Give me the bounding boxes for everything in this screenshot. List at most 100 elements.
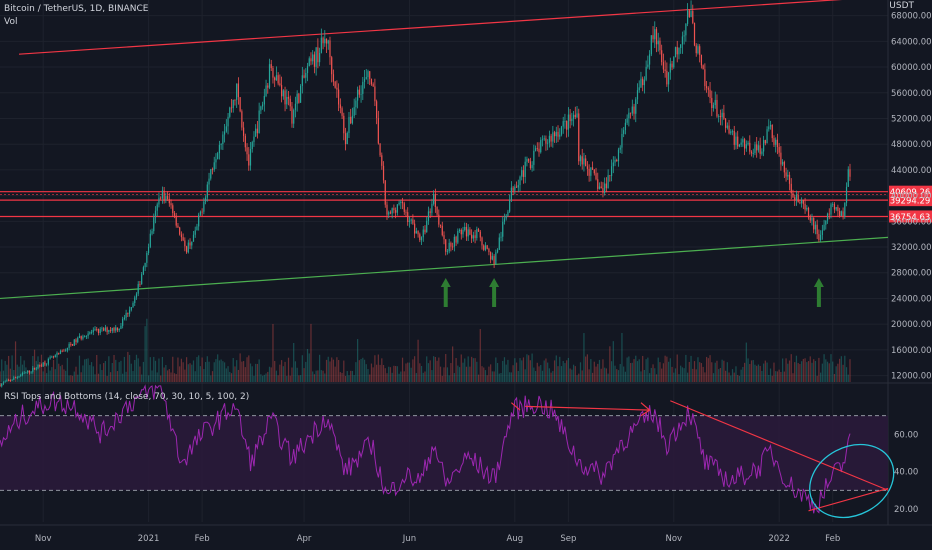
volume-bar: [396, 366, 398, 382]
candle-body: [472, 235, 474, 239]
candle-body: [308, 58, 310, 67]
volume-bar: [90, 362, 93, 382]
volume-bar: [310, 323, 312, 382]
volume-bar: [562, 360, 564, 382]
candle-body: [165, 196, 167, 201]
volume-bar: [237, 369, 240, 382]
candle-body: [657, 40, 659, 45]
candle-body: [782, 161, 784, 165]
resistance-trendline: [18, 0, 843, 55]
volume-bar: [790, 354, 792, 382]
candle-body: [464, 226, 466, 231]
volume-bar: [104, 360, 106, 382]
volume-bar: [621, 332, 623, 382]
candle-body: [538, 148, 540, 153]
candle-body: [410, 219, 412, 221]
candle-body: [168, 199, 170, 204]
candle-body: [433, 194, 435, 204]
volume-bar: [726, 362, 728, 382]
volume-bar: [336, 357, 338, 382]
volume-bar: [761, 370, 763, 382]
candle-body: [350, 116, 352, 124]
level-label: 40609.26: [890, 188, 931, 198]
volume-bar: [367, 369, 369, 382]
candle-body: [628, 112, 630, 119]
volume-bar: [635, 355, 637, 382]
candle-body: [220, 144, 222, 145]
candle-body: [365, 77, 367, 79]
volume-bar: [769, 368, 772, 382]
candle-body: [686, 10, 689, 24]
volume-bar: [685, 354, 687, 382]
volume-bar: [474, 358, 476, 382]
price-axis[interactable]: 68000.00 64000.00 60000.00 56000.00 52000.00…: [891, 12, 932, 515]
volume-bar: [600, 368, 602, 382]
candle-body: [783, 161, 785, 173]
volume-bar: [566, 360, 568, 382]
volume-bar: [528, 355, 530, 382]
volume-bar: [298, 375, 300, 382]
candle-body: [550, 135, 552, 142]
candle-body: [496, 249, 499, 253]
volume-bar: [362, 357, 364, 382]
volume-bar: [65, 370, 67, 382]
candle-body: [377, 118, 379, 144]
candle-body: [426, 220, 428, 233]
volume-bar: [661, 368, 663, 382]
volume-bar: [763, 363, 765, 382]
candle-body: [99, 329, 101, 334]
candle-body: [89, 332, 91, 334]
volume-bar: [455, 357, 457, 382]
candle-body: [830, 204, 832, 215]
volume-bar: [334, 366, 336, 382]
time-axis[interactable]: Nov 2021 Feb Apr Jun Aug Sep Nov 2022 Feb: [35, 534, 840, 544]
volume-bar: [775, 371, 777, 382]
candle-body: [319, 52, 321, 63]
volume-bar: [357, 339, 359, 382]
candle-body: [524, 161, 526, 177]
volume-bar: [263, 374, 265, 382]
volume-bar: [217, 354, 219, 382]
candle-body: [794, 197, 796, 201]
volume-bar: [481, 366, 483, 382]
candle-body: [35, 368, 37, 370]
volume-bar: [614, 365, 616, 382]
candle-body: [246, 147, 248, 155]
volume-bar: [704, 372, 706, 382]
volume-bar: [218, 360, 221, 382]
candle-body: [241, 111, 243, 128]
volume-bar: [386, 373, 388, 382]
candle-body: [128, 309, 131, 314]
price-tick-label: 32000.00: [891, 243, 932, 253]
volume-bar: [134, 359, 136, 382]
candle-body: [217, 153, 219, 160]
volume-bar: [453, 373, 455, 382]
volume-bar: [612, 341, 614, 382]
volume-bar: [847, 374, 849, 382]
candle-body: [744, 139, 746, 149]
candle-body: [790, 183, 792, 194]
candle-body: [507, 211, 509, 216]
candle-body: [702, 65, 704, 70]
volume-bar: [814, 360, 817, 382]
candle-body: [811, 218, 813, 221]
candle-body: [407, 212, 409, 222]
volume-bar: [182, 362, 184, 382]
volume-label[interactable]: Vol: [4, 17, 18, 27]
volume-bar: [654, 368, 656, 382]
volume-bar: [282, 366, 284, 382]
candle-body: [574, 114, 576, 118]
candle-body: [130, 307, 132, 310]
candle-body: [225, 126, 227, 132]
symbol-title[interactable]: Bitcoin / TetherUS, 1D, BINANCE: [4, 4, 149, 14]
candle-body: [666, 70, 668, 85]
rsi-title[interactable]: RSI Tops and Bottoms (14, close, 70, 30,…: [4, 392, 250, 402]
candle-body: [526, 158, 528, 162]
candle-body: [211, 169, 214, 171]
volume-bar: [198, 355, 200, 382]
candle-body: [483, 245, 485, 250]
chart-legend: Bitcoin / TetherUS, 1D, BINANCE Vol: [4, 3, 148, 29]
volume-bar: [9, 368, 11, 382]
